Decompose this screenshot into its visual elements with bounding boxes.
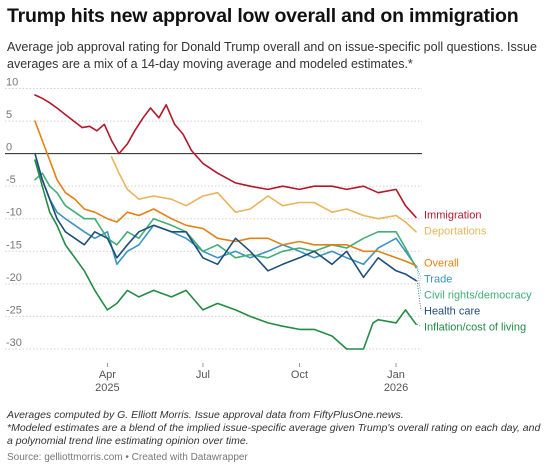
note-modeled-estimates: *Modeled estimates are a blend of the im… — [7, 422, 541, 447]
x-tick-label: Jan — [387, 369, 405, 381]
series-line-immigration — [34, 94, 417, 219]
series-line-health-care — [34, 152, 417, 282]
series-line-inflation-cost-of-living — [34, 159, 417, 350]
series-label-health-care: Health care — [424, 306, 480, 318]
y-tick-label: 0 — [6, 142, 12, 154]
label-connector-civil-rights-democracy — [416, 267, 422, 295]
chart-notes: Averages computed by G. Elliott Morris. … — [7, 409, 547, 448]
note-credit: Averages computed by G. Elliott Morris. … — [7, 409, 404, 421]
label-connector-health-care — [416, 280, 422, 311]
series-line-overall — [34, 120, 417, 267]
y-tick-label: 5 — [6, 109, 12, 121]
y-tick-label: 10 — [6, 77, 18, 89]
x-tick-label: Jul — [196, 369, 210, 381]
x-tick-year-label: 2026 — [384, 382, 408, 394]
y-tick-label: -30 — [6, 337, 22, 349]
series-label-immigration: Immigration — [424, 209, 481, 221]
chart-subtitle: Average job approval rating for Donald T… — [7, 40, 537, 71]
series-label-trade: Trade — [424, 274, 452, 286]
y-tick-label: -10 — [6, 207, 22, 219]
series-label-inflation-cost-of-living: Inflation/cost of living — [424, 322, 526, 334]
y-tick-label: -15 — [6, 239, 22, 251]
chart-title: Trump hits new approval low overall and … — [7, 5, 519, 27]
x-tick-label: Oct — [291, 369, 308, 381]
label-connector-inflation-cost-of-living — [416, 323, 422, 327]
y-tick-label: -5 — [6, 174, 16, 186]
source-line: Source: gelliottmorris.com • Created wit… — [7, 452, 248, 463]
x-tick-label: Apr — [99, 369, 116, 381]
series-line-deportations — [110, 156, 417, 233]
series-label-deportations: Deportations — [424, 225, 487, 237]
label-connector-trade — [416, 266, 422, 279]
series-label-overall: Overall — [424, 258, 459, 270]
y-tick-label: -20 — [6, 272, 22, 284]
x-tick-year-label: 2025 — [95, 382, 119, 394]
series-label-civil-rights-democracy: Civil rights/democracy — [424, 290, 532, 302]
y-tick-label: -25 — [6, 304, 22, 316]
